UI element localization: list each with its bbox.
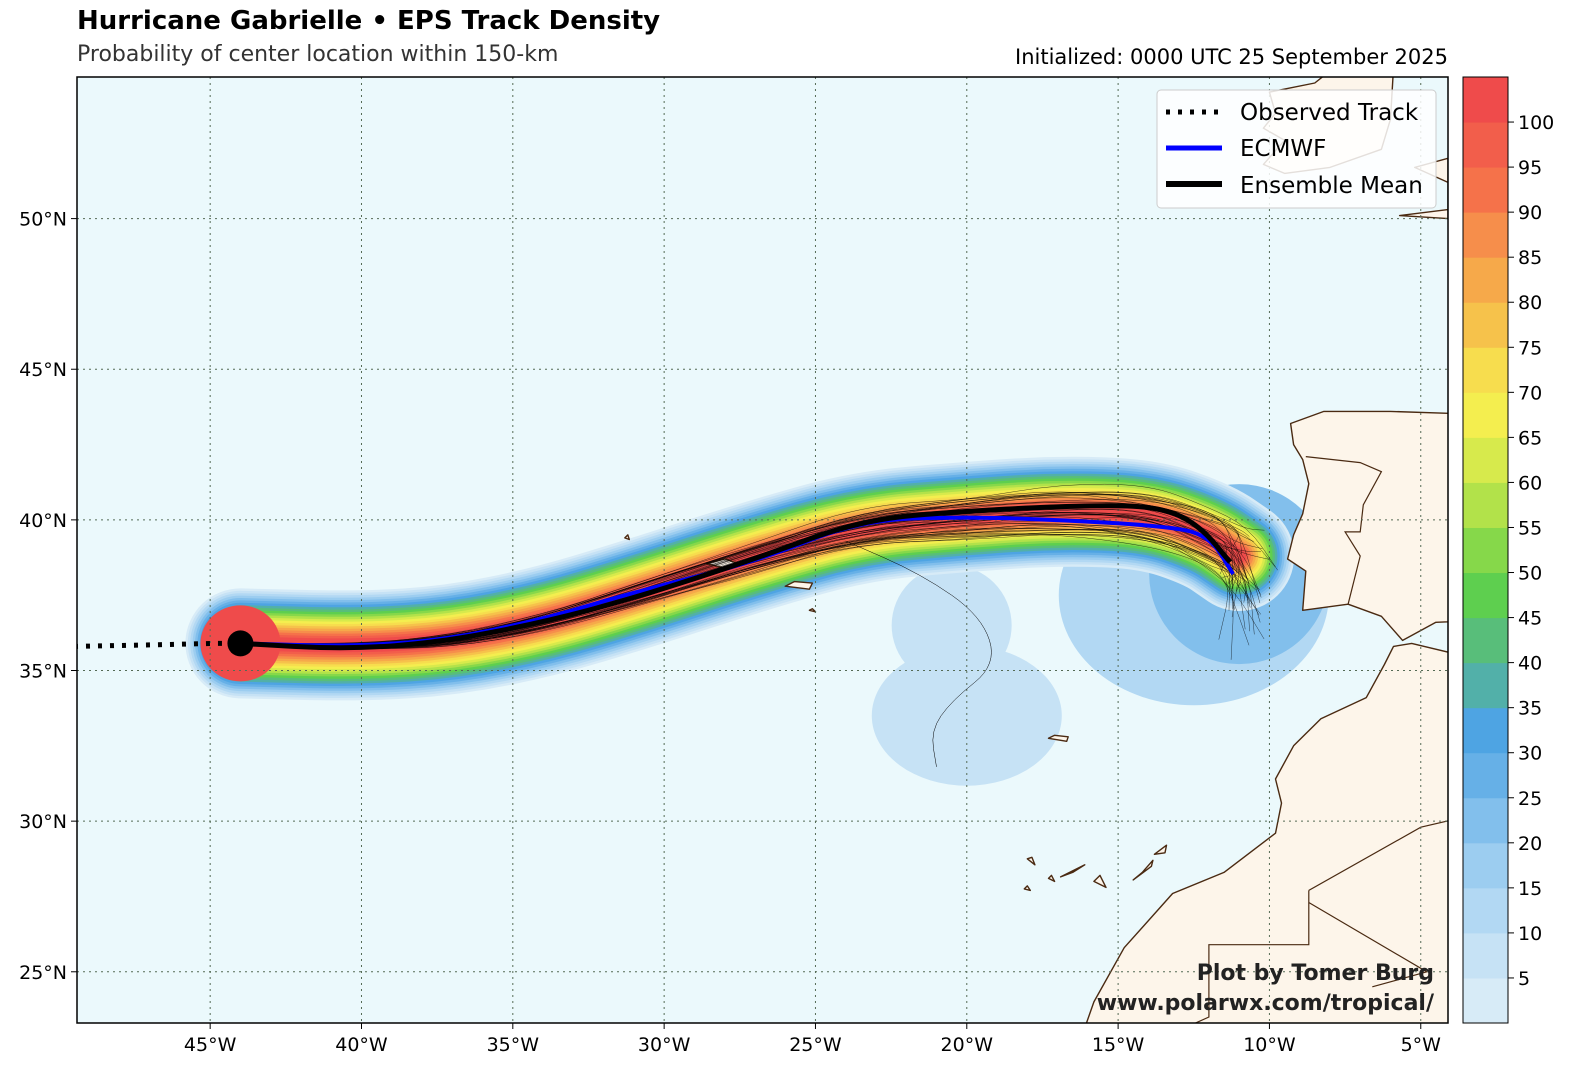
lat-tick-label: 45°N (19, 359, 67, 381)
canary-island (1026, 856, 1036, 866)
legend-mean-label: Ensemble Mean (1240, 173, 1423, 199)
colorbar-segment (1463, 257, 1508, 303)
colorbar-tick-label: 65 (1518, 427, 1542, 449)
ensemble-member-track (240, 483, 1278, 644)
colorbar-segment (1463, 212, 1508, 258)
lat-tick-label: 50°N (19, 209, 67, 231)
madeira-island (1047, 734, 1069, 742)
map-title: Hurricane Gabrielle • EPS Track Density (77, 6, 661, 36)
colorbar-tick-label: 70 (1518, 382, 1542, 404)
colorbar-frame (1462, 76, 1509, 1024)
canary-island (1093, 874, 1107, 889)
colorbar-segment (1463, 437, 1508, 483)
colorbar-segment (1463, 347, 1508, 393)
map-frame (76, 76, 1449, 1024)
map-subtitle: Probability of center location within 15… (77, 42, 559, 67)
colorbar-tick-label: 55 (1518, 517, 1542, 539)
current-position-marker (227, 630, 254, 657)
gridlines (77, 77, 1448, 1023)
colorbar-segment (1463, 527, 1508, 574)
credit-author: Plot by Tomer Burg (1197, 961, 1434, 986)
colorbar-segment (1463, 977, 1508, 1024)
canary-island (1059, 864, 1086, 878)
north-africa-land (1085, 642, 1448, 1023)
lat-tick-label: 25°N (19, 962, 67, 984)
initialized-time: Initialized: 0000 UTC 25 September 2025 (1015, 45, 1448, 69)
morocco-algeria-border (1308, 820, 1448, 891)
colorbar-tick-label: 100 (1518, 112, 1554, 134)
colorbar-segment (1463, 482, 1508, 528)
western-sahara-border (1194, 890, 1310, 1023)
ensemble-member-track (240, 534, 1234, 660)
colorbar-tick-label: 90 (1518, 202, 1542, 224)
colorbar-segment (1463, 662, 1508, 709)
colorbar-tick-label: 30 (1518, 743, 1542, 765)
colorbar-tick-label: 85 (1518, 247, 1542, 269)
lat-tick-label: 35°N (19, 661, 67, 683)
iberian-peninsula-land (1286, 410, 1448, 642)
colorbar-segment (1463, 707, 1508, 754)
density-spread-lobe (871, 645, 1062, 786)
azores-island (624, 534, 630, 541)
colorbar-segment (1463, 302, 1508, 348)
colorbar-segment (1463, 887, 1508, 934)
lon-tick-label: 30°W (638, 1034, 691, 1056)
canary-island (1153, 844, 1168, 855)
credit-url: www.polarwx.com/tropical/ (1097, 991, 1435, 1016)
colorbar-tick-label: 45 (1518, 608, 1542, 630)
legend-observed-label: Observed Track (1240, 100, 1419, 126)
colorbar-segment (1463, 797, 1508, 844)
longitude-axis: 45°W 40°W 35°W 30°W 25°W 20°W 15°W 10°W 5°W (184, 1023, 1441, 1056)
lon-tick-label: 10°W (1243, 1034, 1296, 1056)
azores-island (808, 608, 817, 613)
lat-tick-label: 40°N (19, 510, 67, 532)
canary-island (1023, 885, 1032, 892)
track-lines (77, 503, 1235, 657)
colorbar-segment (1463, 77, 1508, 123)
legend-ecmwf-label: ECMWF (1240, 136, 1326, 162)
lon-tick-label: 5°W (1401, 1034, 1442, 1056)
colorbar-segment (1463, 617, 1508, 664)
colorbar-tick-label: 25 (1518, 788, 1542, 810)
canary-island (1047, 874, 1056, 883)
colorbar-segment (1463, 122, 1508, 168)
colorbar-tick-label: 75 (1518, 337, 1542, 359)
colorbar-segment (1463, 572, 1508, 619)
colorbar: 5 10 15 20 25 30 35 40 45 50 55 60 65 70 75 80 85 90 95 100 (1462, 76, 1554, 1024)
colorbar-tick-label: 80 (1518, 292, 1542, 314)
algeria-mauritania-border (1308, 901, 1429, 988)
ensemble-member-track (845, 540, 992, 767)
lon-tick-label: 40°W (335, 1034, 388, 1056)
lon-tick-label: 45°W (184, 1034, 237, 1056)
observed-track-line (77, 640, 241, 649)
colorbar-tick-label: 95 (1518, 157, 1542, 179)
colorbar-tick-label: 35 (1518, 698, 1542, 720)
portugal-spain-border (1305, 456, 1383, 605)
legend: Observed Track ECMWF Ensemble Mean (1156, 89, 1437, 209)
lon-tick-label: 35°W (487, 1034, 540, 1056)
colorbar-tick-label: 5 (1518, 968, 1530, 990)
colorbar-segment (1463, 842, 1508, 889)
lon-tick-label: 15°W (1092, 1034, 1145, 1056)
colorbar-segment (1463, 167, 1508, 213)
density-spread-lobe (891, 565, 1012, 686)
colorbar-tick-label: 10 (1518, 923, 1542, 945)
colorbar-segment (1463, 392, 1508, 438)
azores-island (784, 580, 814, 590)
colorbar-tick-label: 40 (1518, 653, 1542, 675)
ensemble-member-track (240, 534, 1235, 649)
colorbar-segment (1463, 752, 1508, 799)
latitude-axis: 50°N 45°N 40°N 35°N 30°N 25°N (19, 209, 77, 984)
lon-tick-label: 20°W (941, 1034, 994, 1056)
lat-tick-label: 30°N (19, 811, 67, 833)
colorbar-tick-label: 60 (1518, 472, 1542, 494)
colorbar-segment (1463, 932, 1508, 979)
ensemble-mean-track-line (240, 503, 1233, 651)
colorbar-tick-label: 20 (1518, 833, 1542, 855)
colorbar-tick-label: 15 (1518, 878, 1542, 900)
lon-tick-label: 25°W (789, 1034, 842, 1056)
colorbar-tick-label: 50 (1518, 563, 1542, 585)
canary-island (1132, 859, 1154, 881)
